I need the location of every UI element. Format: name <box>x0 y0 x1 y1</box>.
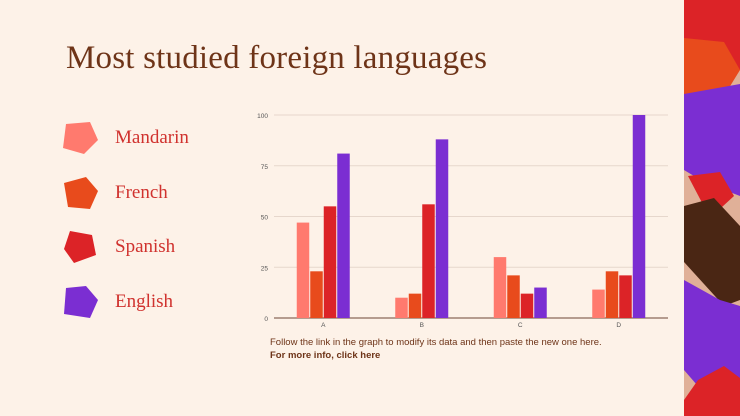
x-tick-label: A <box>321 322 326 329</box>
more-info-link[interactable]: For more info, click here <box>270 350 381 361</box>
y-tick-label: 75 <box>261 164 269 171</box>
bar-french-a <box>310 271 323 318</box>
caption: Follow the link in the graph to modify i… <box>270 336 602 362</box>
legend-label: Spanish <box>115 236 176 257</box>
bar-spanish-a <box>323 206 337 318</box>
legend-label: French <box>115 182 168 203</box>
spanish-swatch-icon <box>64 231 96 263</box>
caption-text: Follow the link in the graph to modify i… <box>270 337 602 348</box>
legend-item-mandarin: Mandarin <box>60 120 280 160</box>
bar-english-d <box>632 115 646 318</box>
bar-mandarin-d <box>592 289 605 318</box>
decorative-shapes <box>684 0 740 416</box>
x-tick-label: B <box>420 322 424 329</box>
y-tick-label: 50 <box>261 215 269 222</box>
english-swatch-icon <box>64 286 98 318</box>
slide-title: Most studied foreign languages <box>66 40 488 76</box>
bar-french-c <box>507 275 520 318</box>
legend-label: English <box>115 291 174 312</box>
bar-chart-svg: 0 25 50 75 100 A B C D <box>257 113 668 329</box>
bar-spanish-c <box>520 293 534 318</box>
bar-french-b <box>408 293 422 318</box>
mandarin-swatch-icon <box>63 122 98 154</box>
legend-item-spanish: Spanish <box>60 229 280 269</box>
x-tick-label: C <box>518 322 523 329</box>
bar-chart: 0 25 50 75 100 A B C D <box>250 104 680 334</box>
bar-english-c <box>534 287 547 318</box>
x-tick-label: D <box>616 322 621 329</box>
bar-mandarin-c <box>493 257 507 318</box>
bar-spanish-d <box>619 275 632 318</box>
y-tick-label: 0 <box>264 316 268 323</box>
legend-item-english: English <box>60 284 280 324</box>
bar-spanish-b <box>422 204 435 318</box>
y-tick-label: 100 <box>257 113 268 120</box>
bar-mandarin-b <box>395 297 408 318</box>
french-swatch-icon <box>64 177 98 209</box>
bar-french-d <box>605 271 619 318</box>
legend-label: Mandarin <box>115 127 189 148</box>
legend-item-french: French <box>60 175 280 215</box>
bar-english-a <box>337 153 350 318</box>
bar-english-b <box>435 139 449 318</box>
y-tick-label: 25 <box>261 265 269 272</box>
bar-mandarin-a <box>296 222 310 318</box>
